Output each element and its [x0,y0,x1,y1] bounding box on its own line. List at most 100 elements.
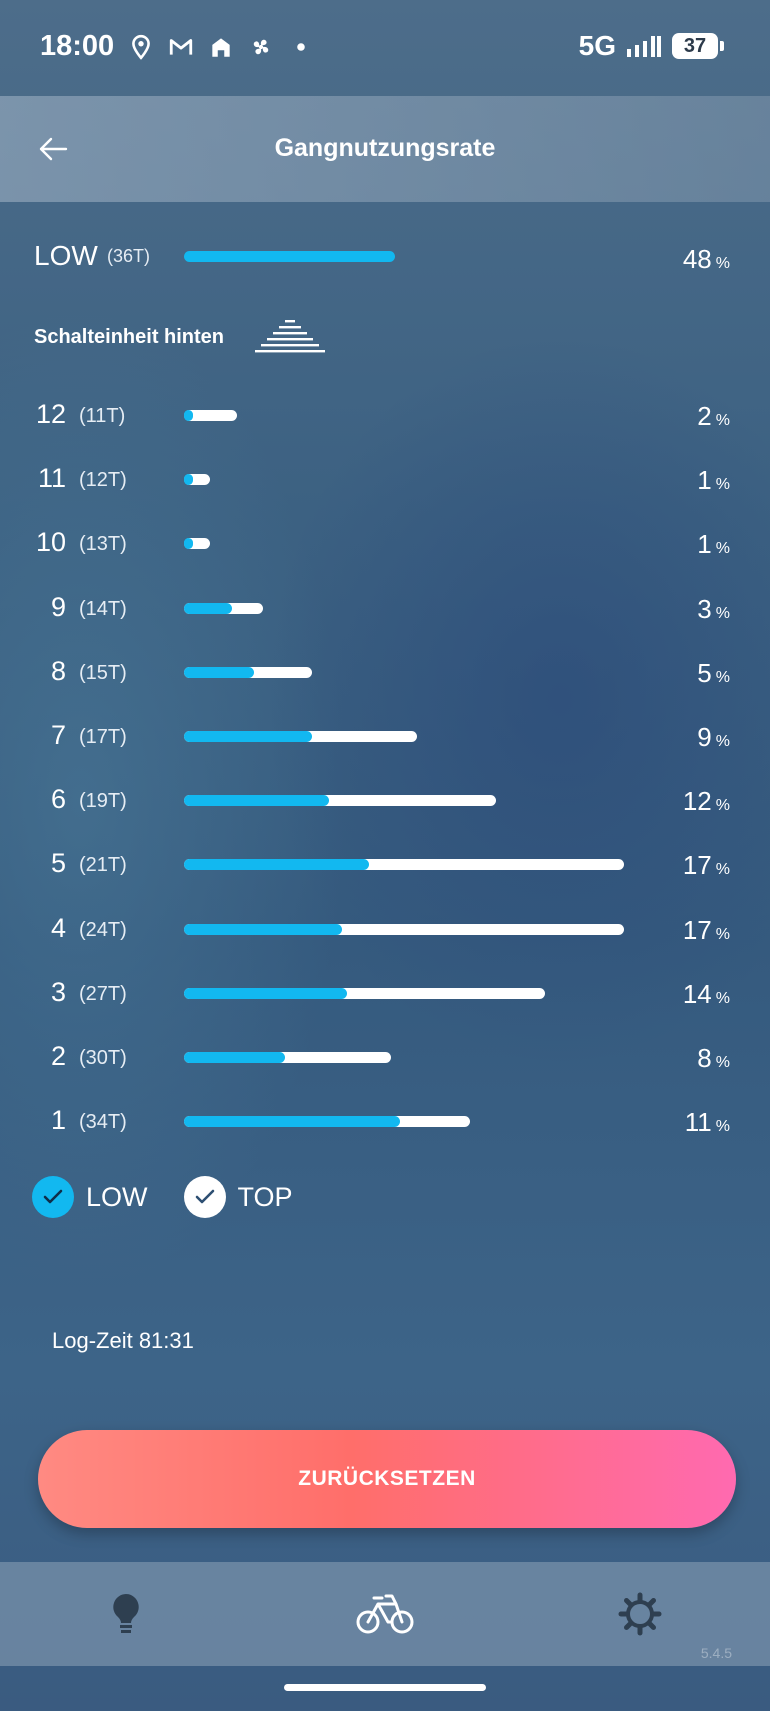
gear-usage-bar-low [184,795,330,807]
gear-usage-bar-top [184,859,624,871]
bicycle-icon [356,1594,414,1634]
gear-usage-bar-low [184,987,347,999]
top-checkbox[interactable] [183,1176,226,1218]
gear-percent-unit: % [715,925,730,943]
gear-usage-bar-top [184,410,237,421]
legend: LOW TOP [32,1176,323,1218]
gear-percent-value: 2 [697,401,712,431]
gear-percent-value: 1 [697,465,712,496]
log-time: Log-Zeit 81:31 [52,1328,194,1353]
gear-usage-bar-top [184,1052,391,1063]
location-pin-icon [132,34,150,60]
reset-button[interactable]: ZURÜCKSETZEN [38,1430,736,1528]
gear-teeth: (14T) [79,597,127,620]
gear-usage-bar-low [184,1116,400,1128]
front-chainring-row: LOW (36T) 48% [0,236,770,276]
gear-percent-unit: % [715,476,730,494]
gear-row-8: 8 (15T) 5% [0,654,770,694]
front-chainring-label: LOW [34,240,98,271]
gear-percent-unit: % [715,668,730,686]
gear-usage-percent: 14% [683,979,730,1010]
gear-teeth: (19T) [79,790,127,813]
gear-usage-bar-low [184,474,193,486]
gear-row-2: 2 (30T) 8% [0,1039,770,1079]
legend-low-label: LOW [86,1181,148,1212]
fan-icon [253,39,269,55]
gear-number: 8 [50,655,66,686]
gear-row-1: 1 (34T) 11% [0,1103,770,1143]
nav-lights[interactable] [94,1584,158,1644]
gear-usage-percent: 12% [683,786,730,817]
bottom-navigation [0,1562,770,1666]
gear-teeth: (13T) [79,533,127,556]
gear-teeth: (17T) [79,726,127,748]
gear-percent-value: 17 [682,914,712,945]
check-icon [195,1189,214,1204]
signal-icon [627,36,661,57]
gear-usage-percent: 17% [683,850,730,881]
nav-settings[interactable] [608,1584,672,1644]
gear-percent-value: 5 [697,657,712,688]
gear-usage-bar-top [184,731,418,742]
gear-percent-value: 12 [682,786,712,817]
gear-row-10: 10 (13T) 1% [0,525,770,565]
gear-usage-bar-top [184,602,264,614]
gear-usage-bar-low [184,410,193,421]
gear-row-7: 7 (17T) 9% [0,718,770,758]
gear-usage-bar-top [184,474,211,486]
gear-number: 11 [37,463,66,494]
status-bar: 18:00 5G 37 [0,0,770,96]
gear-usage-bar-top [184,987,545,999]
gear-number: 5 [50,848,66,879]
home-indicator[interactable] [284,1684,486,1691]
gear-teeth: (34T) [79,1111,127,1134]
gear-teeth: (27T) [79,982,127,1005]
gear-percent-unit: % [715,604,730,622]
gear-row-4: 4 (24T) 17% [0,911,770,951]
gear-usage-bar-low [184,602,233,614]
gear-usage-percent: 17% [683,915,730,946]
battery-level: 37 [683,34,707,57]
app-bar: Gangnutzungsrate [0,96,770,202]
status-time: 18:00 [40,30,115,62]
gear-number: 10 [35,527,66,558]
app-version: 5.4.5 [700,1645,732,1661]
gear-row-9: 9 (14T) 3% [0,590,770,630]
gear-usage-bar-low [184,923,343,935]
nav-bike[interactable] [353,1584,417,1644]
front-chainring-teeth: (36T) [107,246,151,266]
gear-teeth: (30T) [79,1047,127,1069]
gear-percent-unit: % [715,1054,730,1071]
gear-usage-bar-low [184,859,369,871]
gear-usage-percent: 9% [697,722,730,753]
gear-usage-bar-top [184,1116,470,1128]
back-arrow-icon[interactable] [36,132,70,166]
gear-percent-unit: % [715,797,730,815]
check-icon [43,1189,63,1204]
food-delivery-icon [212,38,230,57]
gear-teeth: (21T) [79,854,127,877]
front-usage-percent: 48% [683,244,730,275]
gear-usage-bar-low [184,731,312,742]
low-checkbox[interactable] [32,1176,74,1218]
legend-top-label: TOP [237,1181,293,1212]
gear-percent-unit: % [715,733,730,750]
gear-number: 4 [50,912,66,943]
gear-usage-percent: 1% [697,465,730,496]
gear-number: 1 [50,1105,66,1136]
cassette-stack-icon [255,320,325,353]
gear-row-11: 11 (12T) 1% [0,461,770,501]
gear-percent-unit: % [715,540,730,558]
lightbulb-icon [113,1594,139,1633]
gear-icon [618,1592,662,1636]
gear-row-6: 6 (19T) 12% [0,782,770,822]
gear-teeth: (15T) [79,661,127,684]
gear-usage-bar-top [184,795,497,807]
gear-row-5: 5 (21T) 17% [0,846,770,886]
gear-number: 6 [50,784,66,815]
front-usage-bar [184,251,396,262]
gear-percent-unit: % [715,412,730,429]
gear-usage-bar-top [184,923,624,935]
gear-teeth: (11T) [79,405,126,427]
notification-icons [128,34,314,60]
